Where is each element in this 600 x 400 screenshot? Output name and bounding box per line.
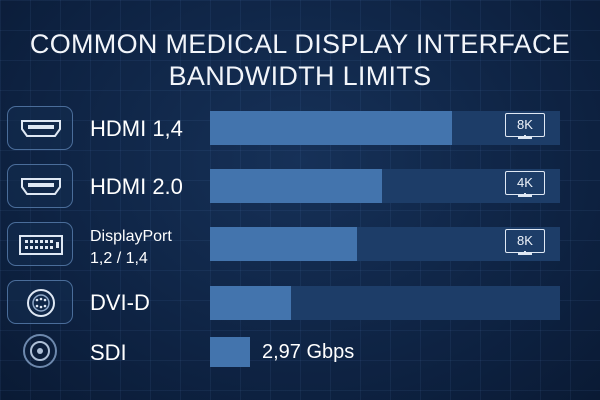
monitor-icon: 8K (505, 229, 547, 258)
resolution-badge-4k: 4K (505, 171, 545, 195)
bar-sdi (210, 337, 250, 367)
category-label-hdmi-2-0: HDMI 2.0 (90, 174, 183, 199)
bar-displayport (210, 227, 357, 261)
chart-title-line-1: COMMON MEDICAL DISPLAY INTERFACE (29, 29, 571, 59)
data-label-sdi: 2,97 Gbps (262, 341, 355, 363)
hdmi-port-icon (7, 164, 73, 208)
category-label-displayport-line-2: 1,2 / 1,4 (90, 250, 148, 267)
bar-track-displayport: 8K (210, 227, 560, 261)
bar-hdmi-1-4 (210, 111, 452, 145)
monitor-icon: 8K (505, 113, 547, 142)
bar-track-hdmi-2-0: 4K (210, 169, 560, 203)
chart-title-line-2: BANDWIDTH LIMITS (168, 61, 432, 91)
hdmi-port-icon (7, 106, 73, 150)
vga-connector-icon (7, 280, 73, 324)
bar-dvi-d (210, 286, 291, 320)
resolution-badge-8k: 8K (505, 113, 545, 137)
bnc-connector-icon (23, 334, 57, 368)
bar-track-hdmi-1-4: 8K (210, 111, 560, 145)
resolution-badge-8k: 8K (505, 229, 545, 253)
dvi-port-icon (7, 222, 73, 266)
category-label-hdmi-1-4: HDMI 1,4 (90, 116, 183, 141)
bar-track-dvi-d (210, 286, 560, 320)
category-label-sdi: SDI (90, 340, 127, 365)
bar-hdmi-2-0 (210, 169, 382, 203)
monitor-icon: 4K (505, 171, 547, 200)
category-label-displayport-line-1: DisplayPort (90, 228, 172, 245)
category-label-dvi-d: DVI-D (90, 290, 150, 315)
